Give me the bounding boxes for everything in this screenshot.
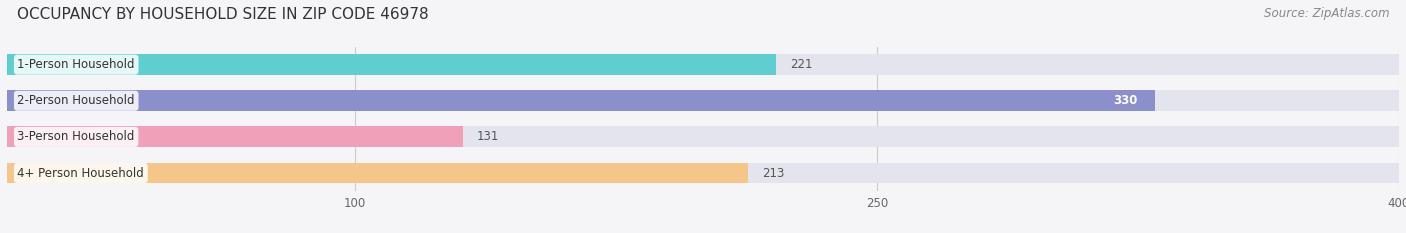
Text: 221: 221 xyxy=(790,58,813,71)
Bar xyxy=(7,90,1156,111)
Text: Source: ZipAtlas.com: Source: ZipAtlas.com xyxy=(1264,7,1389,20)
Bar xyxy=(7,54,1399,75)
Text: 131: 131 xyxy=(477,130,499,143)
Text: 1-Person Household: 1-Person Household xyxy=(17,58,135,71)
Bar xyxy=(7,127,463,147)
Bar xyxy=(7,90,1399,111)
Text: 330: 330 xyxy=(1114,94,1137,107)
Bar xyxy=(7,54,776,75)
Bar xyxy=(7,163,748,183)
Text: 3-Person Household: 3-Person Household xyxy=(17,130,135,143)
Bar xyxy=(7,127,1399,147)
Text: OCCUPANCY BY HOUSEHOLD SIZE IN ZIP CODE 46978: OCCUPANCY BY HOUSEHOLD SIZE IN ZIP CODE … xyxy=(17,7,429,22)
Text: 213: 213 xyxy=(762,167,785,179)
Text: 2-Person Household: 2-Person Household xyxy=(17,94,135,107)
Text: 4+ Person Household: 4+ Person Household xyxy=(17,167,145,179)
Bar xyxy=(7,163,1399,183)
